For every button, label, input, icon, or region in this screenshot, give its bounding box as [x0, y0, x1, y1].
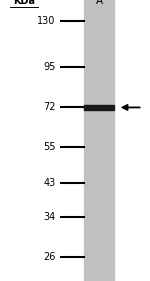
Text: 72: 72 — [43, 103, 56, 112]
Text: 55: 55 — [43, 142, 56, 152]
Text: 95: 95 — [43, 62, 56, 72]
Text: KDa: KDa — [13, 0, 35, 6]
Bar — [84, 0, 114, 281]
Text: 43: 43 — [43, 178, 56, 188]
Bar — [84, 105, 114, 110]
Text: 34: 34 — [43, 212, 56, 222]
Text: 26: 26 — [43, 251, 56, 262]
Text: A: A — [95, 0, 103, 6]
Text: 130: 130 — [37, 16, 56, 26]
